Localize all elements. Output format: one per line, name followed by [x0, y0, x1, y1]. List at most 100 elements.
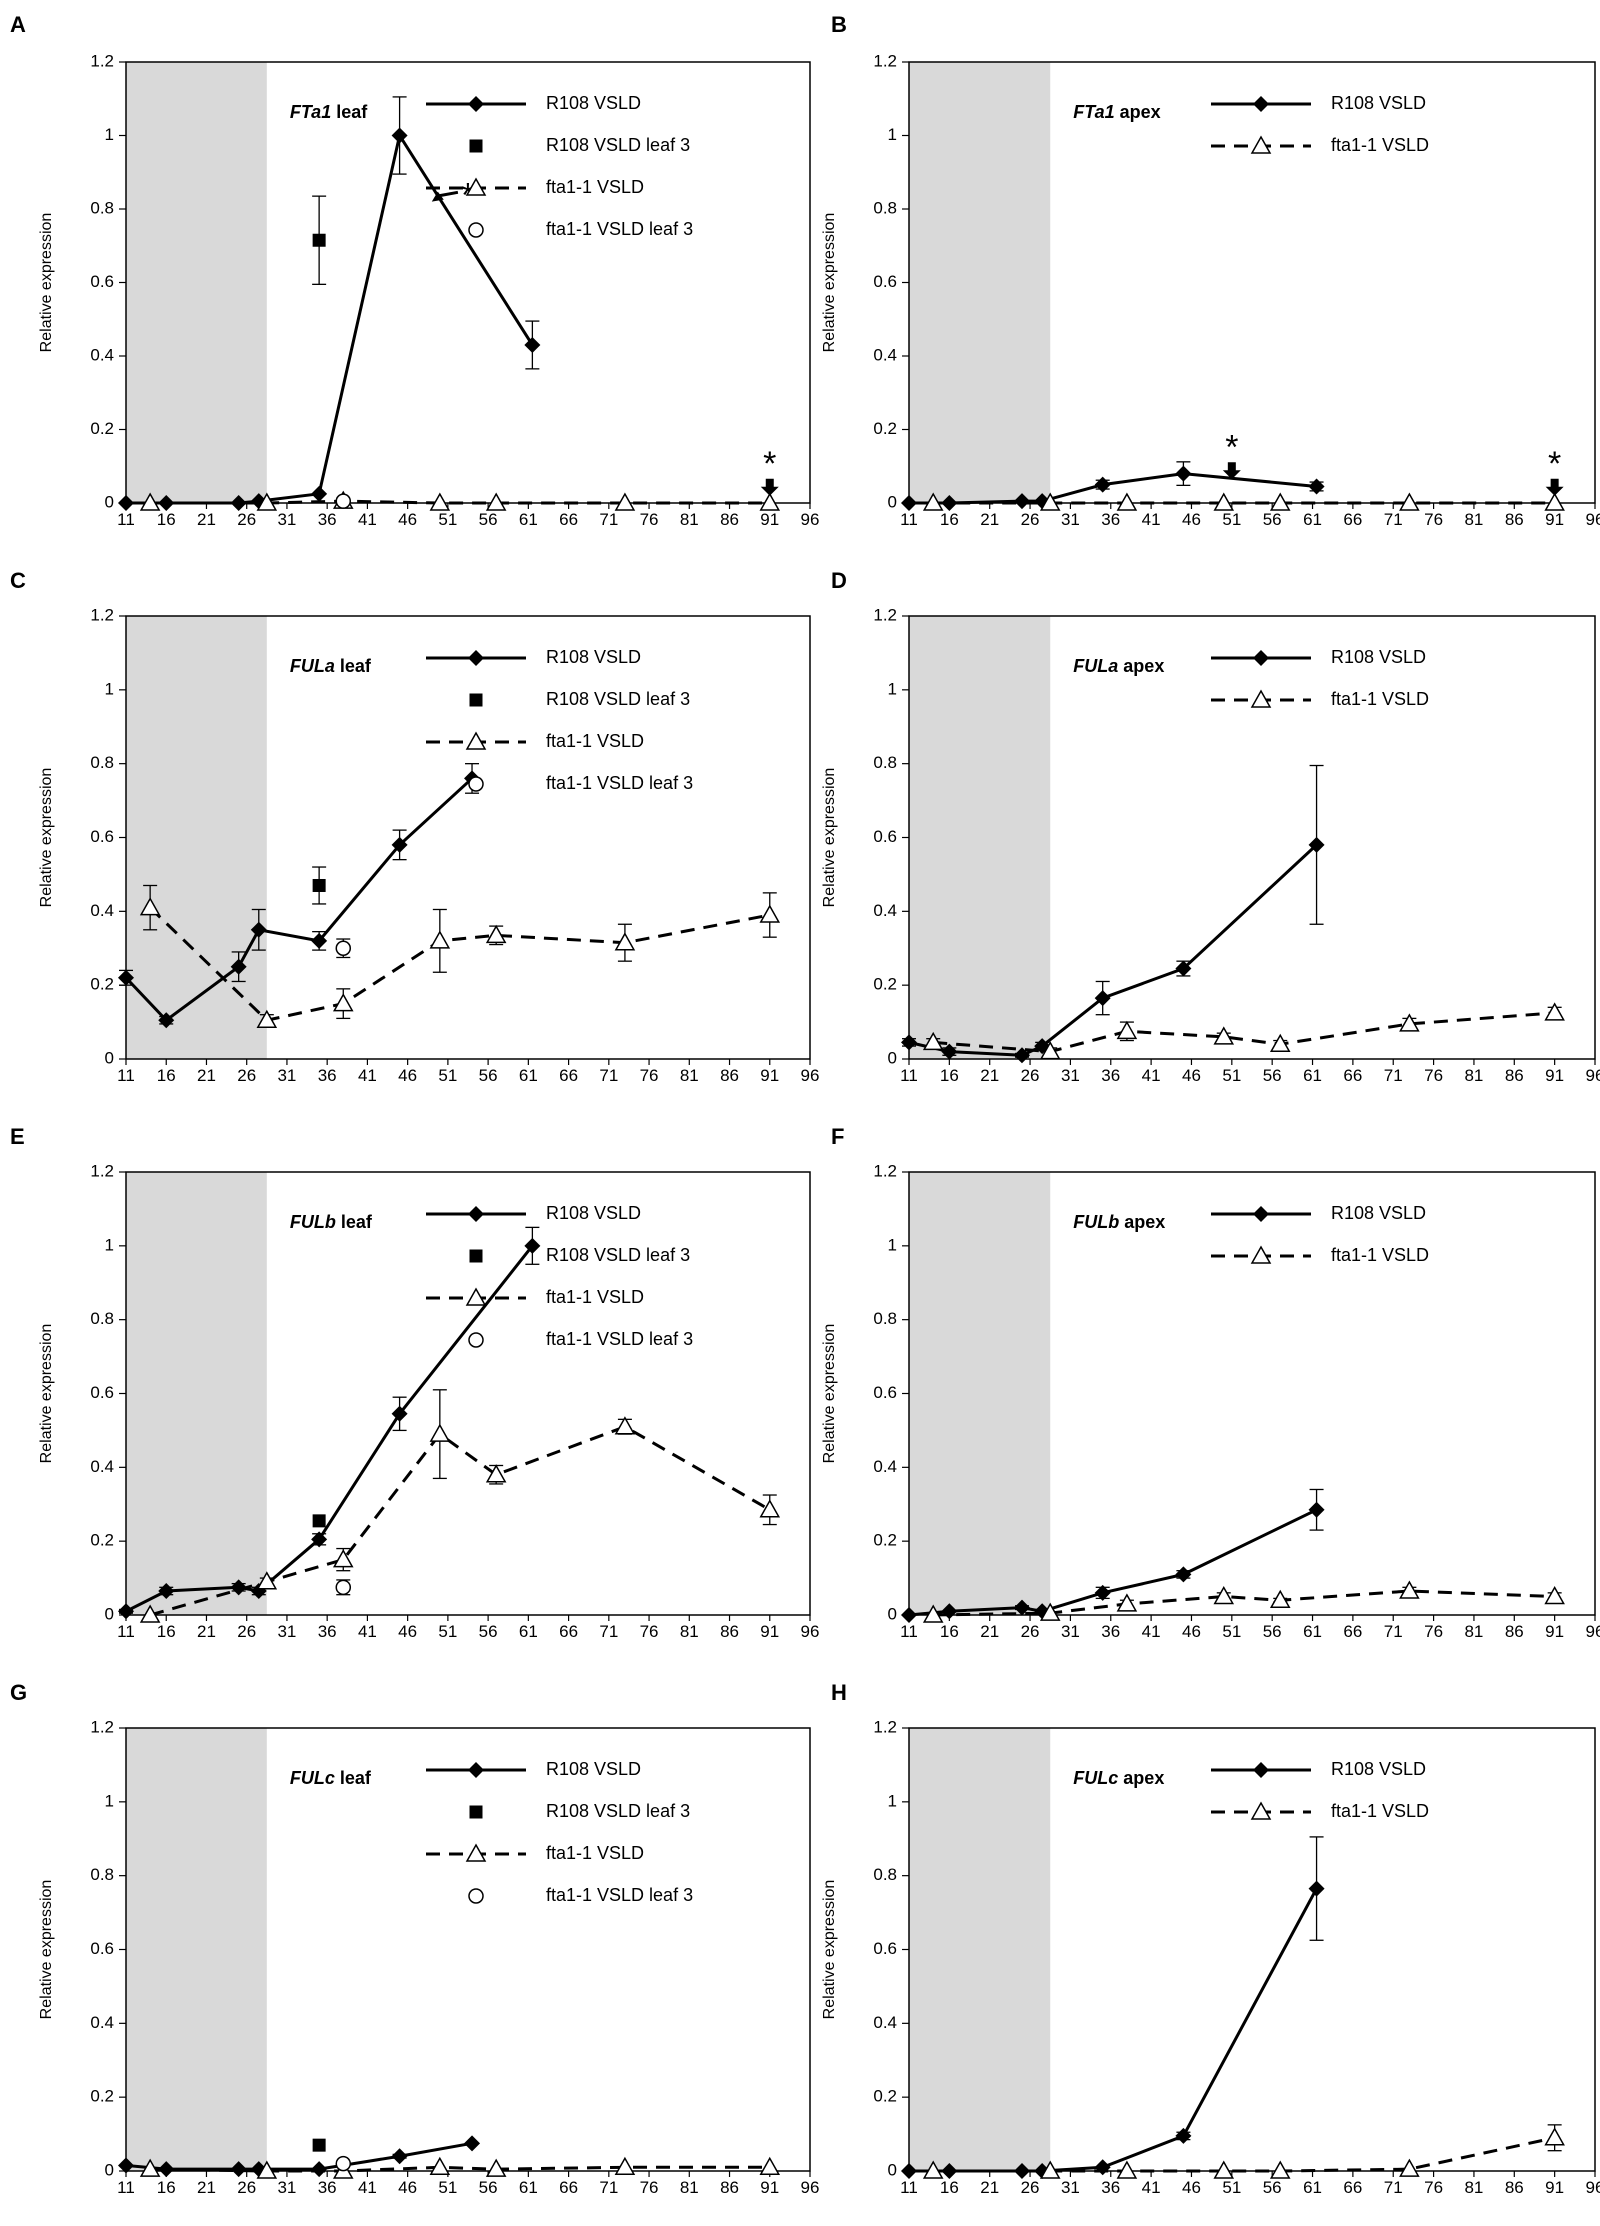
data-point-triangle — [429, 1423, 451, 1442]
y-tick-label: 1.2 — [873, 1161, 897, 1180]
data-point-triangle — [759, 904, 781, 923]
panel-title-gene: FULb — [1073, 1212, 1119, 1232]
data-point-triangle — [1544, 1586, 1565, 1605]
legend-marker-diamond — [1253, 650, 1269, 666]
legend-marker-circle — [468, 1888, 484, 1904]
data-point-triangle — [922, 1604, 944, 1623]
y-tick-label: 1.2 — [90, 1717, 114, 1736]
y-tick-label: 0 — [105, 1604, 114, 1623]
y-tick-label: 0.6 — [90, 1383, 114, 1402]
data-point-diamond — [464, 2135, 481, 2152]
shaded-region — [126, 1728, 267, 2171]
x-tick-label: 76 — [640, 1622, 659, 1641]
x-tick-label: 11 — [117, 2178, 135, 2197]
series-square — [312, 1514, 326, 1528]
data-point-square — [312, 878, 326, 892]
legend-label: R108 VSLD — [546, 93, 641, 113]
significance-asterisk: * — [1548, 445, 1561, 483]
x-tick-label: 36 — [318, 510, 337, 529]
x-tick-label: 31 — [277, 510, 296, 529]
series-solid-diamond — [118, 96, 541, 511]
x-tick-label: 21 — [197, 1066, 216, 1085]
legend-entry: fta1-1 VSLD — [426, 1843, 644, 1863]
x-tick-label: 61 — [1303, 2178, 1322, 2197]
x-tick-label: 31 — [1061, 2178, 1080, 2197]
x-tick-label: 26 — [1021, 510, 1040, 529]
y-tick-label: 0.8 — [873, 753, 897, 772]
y-tick-label: 0 — [105, 492, 114, 511]
x-tick-label: 31 — [277, 1066, 296, 1085]
data-point-diamond — [118, 495, 134, 511]
data-point-diamond — [1308, 1501, 1325, 1518]
series-solid-diamond — [901, 1836, 1325, 2179]
x-tick-label: 51 — [438, 1066, 457, 1085]
y-tick-label: 0.6 — [90, 272, 114, 291]
series-dashed-triangle — [139, 1389, 781, 1623]
legend-entry: fta1-1 VSLD — [1211, 1245, 1429, 1265]
series-circle — [335, 1579, 352, 1596]
x-tick-label: 96 — [1586, 2178, 1600, 2197]
x-tick-label: 36 — [1101, 1066, 1120, 1085]
x-tick-label: 96 — [801, 510, 820, 529]
x-tick-label: 51 — [438, 1622, 457, 1641]
y-tick-label: 0 — [888, 1604, 897, 1623]
legend-label: fta1-1 VSLD — [546, 1287, 644, 1307]
x-tick-label: 86 — [720, 1066, 739, 1085]
y-tick-label: 0 — [105, 1048, 114, 1067]
data-point-diamond — [1308, 836, 1325, 853]
panel-title-tissue: apex — [1118, 1768, 1164, 1788]
data-point-triangle — [1399, 492, 1420, 511]
x-tick-label: 91 — [1545, 1066, 1564, 1085]
x-tick-label: 71 — [599, 1066, 618, 1085]
data-point-triangle — [922, 2160, 944, 2179]
legend-label: fta1-1 VSLD — [1331, 135, 1429, 155]
data-point-diamond — [230, 958, 247, 975]
shaded-region — [126, 62, 267, 503]
legend-entry: R108 VSLD leaf 3 — [469, 135, 690, 155]
x-tick-label: 41 — [358, 1066, 377, 1085]
legend-entry: fta1-1 VSLD — [1211, 1801, 1429, 1821]
legend-entry: R108 VSLD — [426, 1203, 641, 1223]
legend-label: R108 VSLD leaf 3 — [546, 135, 690, 155]
y-tick-label: 0.4 — [90, 901, 114, 920]
x-tick-label: 46 — [1182, 1622, 1201, 1641]
x-tick-label: 11 — [900, 2178, 918, 2197]
data-point-diamond — [230, 1579, 247, 1596]
x-tick-label: 56 — [479, 2178, 498, 2197]
series-square — [312, 866, 327, 905]
data-point-triangle — [1116, 1593, 1138, 1612]
x-tick-label: 36 — [1101, 510, 1120, 529]
x-tick-label: 86 — [1505, 1622, 1524, 1641]
series-dashed-triangle — [922, 1580, 1565, 1623]
data-point-diamond — [158, 1012, 175, 1029]
data-point-triangle — [485, 924, 507, 944]
x-tick-label: 81 — [680, 510, 699, 529]
data-point-diamond — [1175, 1566, 1192, 1583]
legend-marker-diamond — [468, 1762, 484, 1778]
y-tick-label: 0.2 — [90, 975, 114, 994]
legend-marker-diamond — [468, 1206, 484, 1222]
x-tick-label: 56 — [1263, 1622, 1282, 1641]
x-tick-label: 11 — [117, 1066, 135, 1085]
x-tick-label: 86 — [720, 510, 739, 529]
y-tick-label: 0.2 — [90, 2087, 114, 2106]
series-solid-diamond — [118, 2135, 481, 2178]
data-point-diamond — [1175, 960, 1192, 977]
x-tick-label: 71 — [599, 510, 618, 529]
x-tick-label: 61 — [1303, 1622, 1322, 1641]
x-tick-label: 31 — [277, 1622, 296, 1641]
data-point-diamond — [941, 1043, 958, 1060]
x-tick-label: 71 — [1384, 1622, 1403, 1641]
legend-label: fta1-1 VSLD leaf 3 — [546, 1885, 693, 1905]
legend-label: R108 VSLD leaf 3 — [546, 1801, 690, 1821]
legend-marker-diamond — [1253, 1762, 1269, 1778]
x-tick-label: 86 — [1505, 510, 1524, 529]
y-tick-label: 0 — [888, 492, 897, 511]
y-tick-label: 0.6 — [90, 1939, 114, 1958]
data-point-triangle — [1399, 2158, 1420, 2177]
data-point-triangle — [1213, 1586, 1235, 1605]
legend-label: R108 VSLD — [546, 1203, 641, 1223]
data-point-triangle — [485, 492, 507, 511]
y-tick-label: 0.4 — [90, 345, 114, 364]
x-tick-label: 11 — [117, 1622, 135, 1641]
